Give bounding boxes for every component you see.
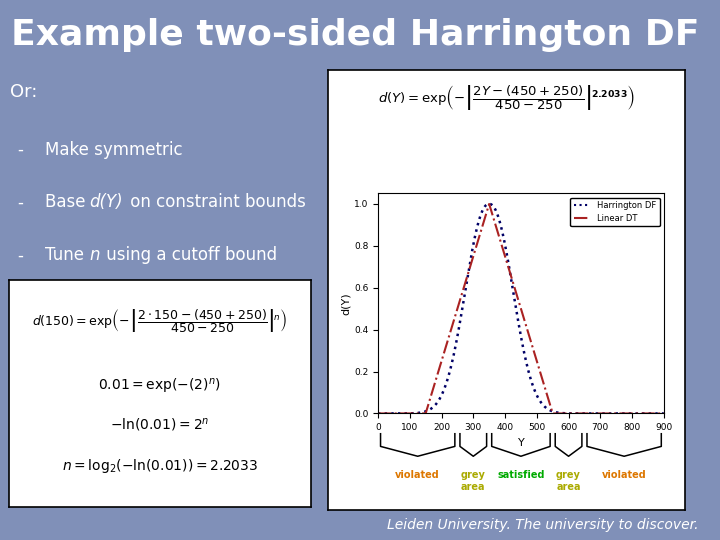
- Text: Leiden University. The university to discover.: Leiden University. The university to dis…: [387, 518, 698, 532]
- Text: n: n: [89, 246, 99, 264]
- Linear DT: [624, 410, 632, 417]
- Linear DT: [423, 404, 432, 410]
- Text: grey
area: grey area: [461, 470, 486, 492]
- Linear DT: [485, 201, 493, 207]
- Text: Example two-sided Harrington DF: Example two-sided Harrington DF: [11, 18, 699, 52]
- Text: Tune: Tune: [45, 246, 89, 264]
- Harrington DF: [485, 201, 493, 207]
- Linear DT: [374, 410, 382, 417]
- Text: Or:: Or:: [10, 83, 37, 102]
- Y-axis label: d(Y): d(Y): [341, 292, 351, 315]
- Harrington DF: [406, 410, 415, 416]
- Text: Base: Base: [45, 193, 90, 212]
- Text: using a cutoff bound: using a cutoff bound: [102, 246, 278, 264]
- Legend: Harrington DF, Linear DT: Harrington DF, Linear DT: [570, 198, 660, 226]
- Text: $d(150) = \exp\!\left(-\left|\dfrac{2 \cdot 150-(450+250)}{450-250}\right|^{\!n}: $d(150) = \exp\!\left(-\left|\dfrac{2 \c…: [32, 307, 287, 335]
- Harrington DF: [374, 410, 382, 417]
- X-axis label: Y: Y: [518, 438, 524, 448]
- Text: $n = \log_2\!\left(-\ln(0.01)\right) = 2.2033$: $n = \log_2\!\left(-\ln(0.01)\right) = 2…: [62, 457, 258, 475]
- Linear DT: [496, 237, 505, 243]
- Text: -: -: [17, 140, 23, 159]
- Harrington DF: [496, 220, 505, 226]
- Text: $-\ln(0.01) = 2^n$: $-\ln(0.01) = 2^n$: [110, 416, 210, 433]
- Text: $0.01 = \exp\!\left(-(2)^n\right)$: $0.01 = \exp\!\left(-(2)^n\right)$: [99, 377, 221, 396]
- Harrington DF: [483, 201, 492, 207]
- Text: $d(Y) = \exp\!\left(-\left|\dfrac{2Y-(450+250)}{450-250}\right|^{\!\mathbf{2.203: $d(Y) = \exp\!\left(-\left|\dfrac{2Y-(45…: [378, 83, 635, 112]
- Harrington DF: [624, 410, 632, 417]
- Harrington DF: [654, 410, 662, 417]
- Text: violated: violated: [602, 470, 647, 481]
- Text: violated: violated: [395, 470, 440, 481]
- Text: -: -: [17, 246, 23, 264]
- Harrington DF: [660, 410, 668, 417]
- Text: satisfied: satisfied: [498, 470, 544, 481]
- Text: on constraint bounds: on constraint bounds: [125, 193, 305, 212]
- Text: -: -: [17, 193, 23, 212]
- Linear DT: [660, 410, 668, 417]
- Linear DT: [483, 206, 492, 212]
- Line: Harrington DF: Harrington DF: [378, 204, 664, 414]
- Linear DT: [654, 410, 662, 417]
- Text: grey
area: grey area: [556, 470, 581, 492]
- Harrington DF: [423, 407, 432, 414]
- Text: Make symmetric: Make symmetric: [45, 140, 182, 159]
- Line: Linear DT: Linear DT: [378, 204, 664, 414]
- Linear DT: [406, 410, 415, 417]
- Text: d(Y): d(Y): [89, 193, 122, 212]
